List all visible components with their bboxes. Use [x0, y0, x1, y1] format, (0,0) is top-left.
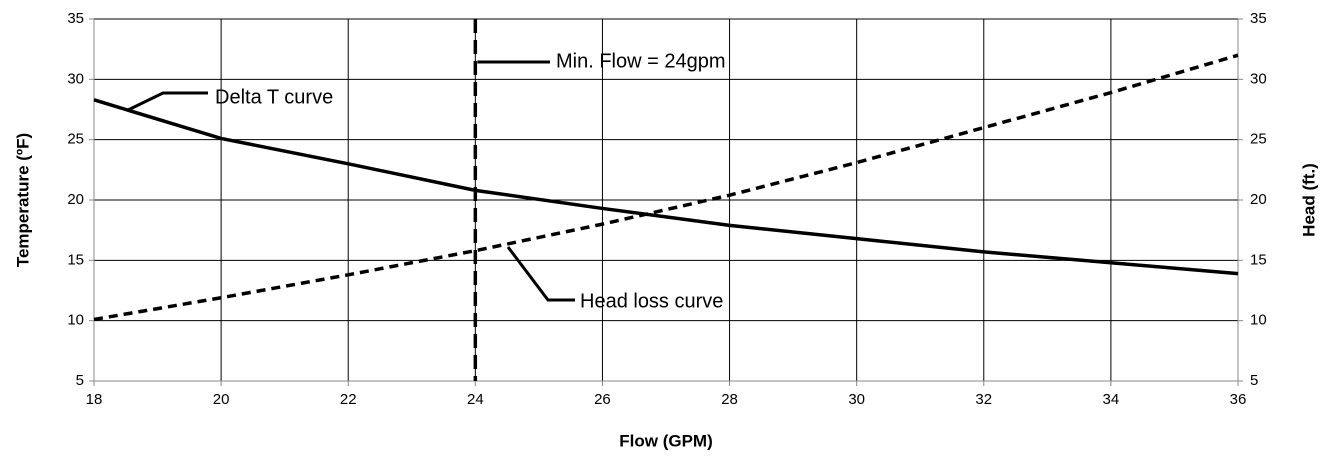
series-line	[93, 53, 1239, 322]
y-tick-label: 15	[67, 251, 84, 268]
series-label: Delta T curve	[215, 86, 333, 108]
series-line	[93, 98, 1239, 276]
y2-axis-title: Head (ft.)	[1299, 163, 1318, 237]
y2-tick-label: 5	[1250, 372, 1258, 389]
y2-tick-label: 15	[1250, 251, 1267, 268]
y-tick-label: 5	[76, 372, 84, 389]
x-tick-label: 20	[213, 391, 230, 408]
y-tick-label: 10	[67, 312, 84, 329]
y-tick-label: 20	[67, 191, 84, 208]
y-axis-title: Temperature (ºF)	[13, 133, 32, 267]
x-tick-label: 26	[594, 391, 611, 408]
x-tick-label: 32	[975, 391, 992, 408]
leader-line	[506, 246, 575, 302]
x-axis-title: Flow (GPM)	[619, 431, 712, 450]
y2-tick-label: 35	[1250, 10, 1267, 27]
leader-line	[127, 91, 208, 112]
y-tick-label: 35	[67, 10, 84, 27]
x-tick-label: 22	[340, 391, 357, 408]
y2-tick-label: 30	[1250, 70, 1267, 87]
x-tick-label: 30	[848, 391, 865, 408]
annotation: Min. Flow = 24gpm	[556, 50, 726, 72]
y-tick-label: 25	[67, 131, 84, 148]
x-tick-label: 36	[1230, 391, 1247, 408]
y2-tick-label: 20	[1250, 191, 1267, 208]
series-label: Head loss curve	[580, 290, 723, 312]
y2-tick-label: 25	[1250, 131, 1267, 148]
y2-tick-label: 10	[1250, 312, 1267, 329]
y-tick-label: 30	[67, 70, 84, 87]
x-tick-label: 18	[86, 391, 103, 408]
x-tick-label: 34	[1103, 391, 1120, 408]
x-tick-label: 28	[721, 391, 738, 408]
x-tick-label: 24	[467, 391, 484, 408]
